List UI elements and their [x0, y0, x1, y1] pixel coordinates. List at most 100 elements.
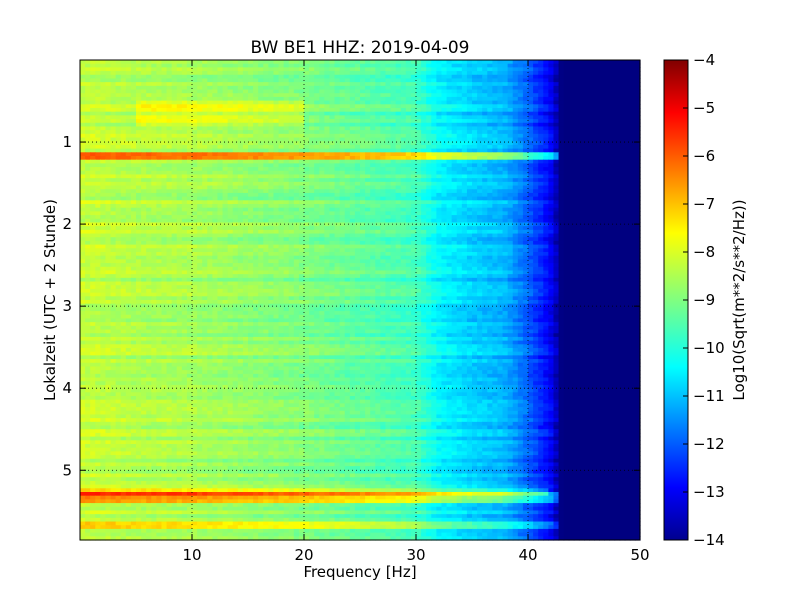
- heatmap-cell: [309, 122, 315, 128]
- heatmap-cell: [568, 148, 575, 153]
- heatmap-cell: [161, 115, 168, 120]
- heatmap-cell: [288, 196, 295, 201]
- heatmap-cell: [110, 122, 117, 128]
- heatmap-cell: [634, 204, 641, 209]
- heatmap-cell: [146, 163, 152, 168]
- heatmap-cell: [339, 200, 346, 205]
- heatmap-cell: [589, 215, 595, 220]
- heatmap-cell: [324, 185, 331, 190]
- heatmap-cell: [558, 111, 565, 116]
- heatmap-cell: [538, 163, 544, 168]
- heatmap-cell: [304, 71, 310, 76]
- heatmap-cell: [548, 122, 555, 128]
- heatmap-cell: [568, 167, 575, 172]
- heatmap-cell: [304, 111, 310, 116]
- heatmap-cell: [614, 115, 621, 120]
- heatmap-cell: [186, 82, 193, 87]
- heatmap-cell: [456, 137, 463, 142]
- heatmap-cell: [161, 170, 168, 176]
- heatmap-cell: [522, 218, 529, 224]
- heatmap-cell: [125, 226, 132, 231]
- heatmap-cell: [528, 119, 534, 124]
- heatmap-cell: [553, 185, 560, 190]
- heatmap-cell: [354, 189, 361, 194]
- heatmap-cell: [304, 63, 310, 68]
- heatmap-cell: [141, 137, 147, 142]
- heatmap-cell: [502, 63, 509, 68]
- heatmap-cell: [171, 185, 178, 190]
- heatmap-cell: [624, 141, 631, 146]
- heatmap-cell: [634, 152, 641, 157]
- heatmap-cell: [584, 167, 590, 172]
- heatmap-cell: [365, 141, 371, 146]
- heatmap-cell: [395, 108, 402, 113]
- heatmap-cell: [421, 60, 427, 65]
- heatmap-cell: [578, 74, 585, 80]
- heatmap-cell: [512, 85, 519, 91]
- heatmap-cell: [253, 181, 259, 187]
- heatmap-cell: [151, 148, 157, 153]
- heatmap-cell: [568, 89, 575, 94]
- heatmap-cell: [543, 130, 549, 135]
- heatmap-cell: [482, 148, 488, 153]
- heatmap-cell: [207, 211, 213, 216]
- heatmap-cell: [90, 130, 96, 135]
- heatmap-cell: [136, 104, 142, 109]
- heatmap-cell: [507, 148, 514, 153]
- heatmap-cell: [319, 189, 325, 194]
- heatmap-cell: [533, 215, 539, 220]
- heatmap-cell: [161, 204, 168, 209]
- heatmap-cell: [298, 74, 305, 80]
- heatmap-cell: [232, 211, 239, 216]
- heatmap-cell: [472, 111, 478, 116]
- heatmap-cell: [268, 96, 275, 102]
- heatmap-cell: [222, 122, 229, 128]
- heatmap-cell: [512, 156, 519, 161]
- heatmap-cell: [100, 63, 107, 68]
- heatmap-cell: [248, 137, 254, 142]
- heatmap-cell: [477, 108, 483, 113]
- heatmap-cell: [171, 218, 178, 224]
- heatmap-cell: [171, 211, 178, 216]
- heatmap-cell: [421, 96, 427, 102]
- heatmap-cell: [288, 137, 295, 142]
- heatmap-cell: [451, 218, 458, 224]
- heatmap-cell: [90, 211, 96, 216]
- heatmap-cell: [263, 119, 269, 124]
- heatmap-cell: [533, 192, 539, 198]
- heatmap-cell: [517, 78, 524, 83]
- heatmap-cell: [502, 181, 509, 187]
- heatmap-cell: [599, 222, 605, 227]
- heatmap-cell: [466, 207, 473, 212]
- heatmap-cell: [344, 133, 351, 139]
- heatmap-cell: [237, 63, 244, 68]
- heatmap-cell: [186, 89, 193, 94]
- heatmap-cell: [375, 200, 381, 205]
- heatmap-cell: [146, 130, 152, 135]
- heatmap-cell: [461, 93, 468, 98]
- heatmap-cell: [212, 174, 219, 179]
- heatmap-cell: [212, 82, 219, 87]
- heatmap-cell: [375, 218, 381, 224]
- heatmap-cell: [80, 215, 86, 220]
- heatmap-cell: [609, 163, 616, 168]
- heatmap-cell: [426, 204, 432, 209]
- heatmap-cell: [599, 141, 605, 146]
- heatmap-cell: [507, 222, 514, 227]
- heatmap-cell: [451, 126, 458, 131]
- heatmap-cell: [538, 96, 544, 102]
- heatmap-cell: [426, 67, 432, 72]
- heatmap-cell: [405, 108, 412, 113]
- heatmap-cell: [136, 207, 142, 212]
- heatmap-cell: [446, 204, 453, 209]
- heatmap-cell: [578, 167, 585, 172]
- heatmap-cell: [90, 141, 96, 146]
- heatmap-cell: [472, 63, 478, 68]
- heatmap-cell: [105, 215, 112, 220]
- heatmap-cell: [171, 104, 178, 109]
- heatmap-cell: [619, 200, 626, 205]
- heatmap-cell: [568, 115, 575, 120]
- heatmap-cell: [186, 126, 193, 131]
- heatmap-cell: [156, 218, 163, 224]
- heatmap-cell: [314, 60, 320, 65]
